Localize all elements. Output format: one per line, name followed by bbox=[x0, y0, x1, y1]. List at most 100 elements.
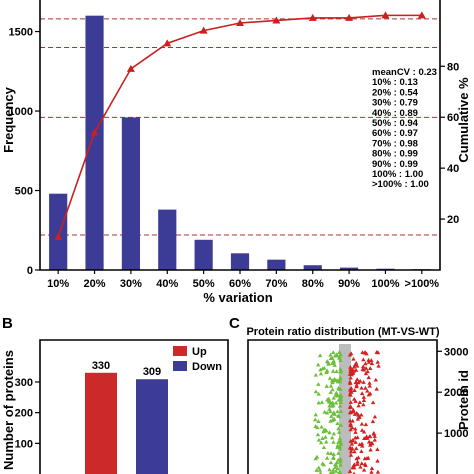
down-point bbox=[319, 400, 325, 404]
down-point bbox=[321, 462, 327, 467]
up-point bbox=[361, 398, 367, 402]
up-point bbox=[349, 446, 355, 450]
down-point bbox=[317, 467, 323, 472]
down-point bbox=[326, 396, 331, 401]
down-point bbox=[335, 409, 340, 414]
legend: Up Down bbox=[173, 346, 222, 373]
up-point bbox=[347, 418, 353, 423]
b-y-tick-label: 100 bbox=[15, 438, 33, 450]
down-point bbox=[314, 468, 319, 472]
up-point bbox=[347, 391, 353, 396]
cumulative-marker bbox=[54, 232, 63, 240]
panel-a: 0 500 1000 1500 20 40 60 80 10% 20% 30% 40% 50% 60%… bbox=[1, 0, 471, 305]
down-point bbox=[329, 403, 335, 408]
regulation-bars: 330 309 bbox=[85, 360, 168, 474]
up-point bbox=[348, 365, 353, 369]
down-point bbox=[331, 467, 336, 472]
cumulative-marker bbox=[381, 11, 390, 19]
bar bbox=[49, 193, 68, 270]
up-point bbox=[359, 412, 364, 417]
down-point bbox=[316, 382, 321, 386]
down-point bbox=[322, 409, 327, 414]
down-point bbox=[337, 459, 343, 464]
up-point bbox=[363, 463, 368, 467]
down-point bbox=[327, 467, 332, 472]
down-point bbox=[338, 387, 343, 391]
cumulative-markers bbox=[54, 11, 426, 240]
panel-b-frame bbox=[39, 339, 229, 474]
bar bbox=[194, 239, 213, 270]
down-point bbox=[316, 465, 321, 470]
up-point bbox=[351, 356, 356, 361]
cv-stat: meanCV : 0.23 bbox=[372, 67, 437, 78]
down-point bbox=[328, 390, 333, 394]
up-point bbox=[372, 437, 377, 442]
down-point bbox=[332, 353, 338, 358]
bar-data-label: 309 bbox=[143, 366, 161, 378]
up-point bbox=[363, 422, 369, 427]
down-point bbox=[338, 367, 343, 371]
up-point bbox=[366, 360, 372, 364]
up-point bbox=[361, 367, 367, 372]
down-point bbox=[330, 380, 335, 385]
up-point bbox=[351, 463, 356, 468]
up-point bbox=[359, 421, 365, 426]
legend-label-up: Up bbox=[192, 346, 207, 358]
up-point bbox=[376, 363, 381, 368]
cumulative-axis: 20 40 60 80 bbox=[440, 61, 459, 226]
x-tick-label: 60% bbox=[229, 278, 251, 290]
up-point bbox=[363, 371, 369, 376]
y-tick-label: 1500 bbox=[9, 27, 33, 39]
up-point bbox=[358, 464, 363, 469]
up-point bbox=[371, 431, 376, 435]
bar bbox=[267, 259, 286, 270]
down-point bbox=[326, 361, 331, 366]
c-title: Protein ratio distribution (MT-VS-WT) bbox=[246, 326, 439, 338]
up-point bbox=[356, 403, 361, 408]
down-point bbox=[337, 403, 343, 408]
down-point bbox=[338, 392, 343, 397]
up-point bbox=[373, 377, 379, 382]
down-point bbox=[334, 369, 339, 374]
down-point bbox=[327, 407, 332, 411]
down-point bbox=[334, 390, 339, 395]
y2-axis-label: Cumulative % bbox=[456, 77, 471, 163]
down-point bbox=[318, 471, 323, 474]
legend-swatch-up bbox=[173, 346, 187, 356]
up-point bbox=[359, 428, 365, 432]
up-point bbox=[352, 471, 356, 474]
up-point bbox=[367, 434, 373, 439]
down-point bbox=[332, 412, 337, 416]
up-point bbox=[370, 419, 376, 424]
up-point bbox=[361, 357, 366, 362]
up-point bbox=[351, 368, 357, 373]
down-point bbox=[324, 370, 329, 375]
cv-stat: 80% : 0.99 bbox=[372, 149, 418, 160]
c-y-tick-label: 3000 bbox=[444, 346, 468, 358]
x-tick-label: 50% bbox=[193, 278, 215, 290]
down-point bbox=[331, 417, 336, 422]
up-point bbox=[355, 377, 360, 382]
cumulative-marker bbox=[345, 13, 354, 21]
up-point bbox=[347, 469, 353, 473]
up-point bbox=[354, 456, 359, 461]
up-point bbox=[363, 361, 368, 366]
up-point bbox=[365, 435, 370, 440]
up-point bbox=[372, 414, 378, 419]
bar-data-label: 330 bbox=[92, 360, 110, 372]
cv-stat: 40% : 0.89 bbox=[372, 108, 418, 119]
cumulative-marker bbox=[90, 128, 99, 136]
down-point bbox=[332, 363, 337, 367]
up-point bbox=[361, 467, 367, 472]
up-point bbox=[370, 400, 376, 405]
up-point bbox=[359, 385, 364, 390]
cv-stat: 10% : 0.13 bbox=[372, 77, 418, 88]
down-point bbox=[328, 356, 334, 361]
down-point bbox=[336, 426, 341, 431]
regulation-bar bbox=[136, 379, 168, 474]
reference-lines bbox=[40, 18, 440, 236]
down-point bbox=[336, 451, 341, 455]
down-point bbox=[338, 457, 343, 462]
y-axis-label: Frequency bbox=[1, 86, 16, 153]
